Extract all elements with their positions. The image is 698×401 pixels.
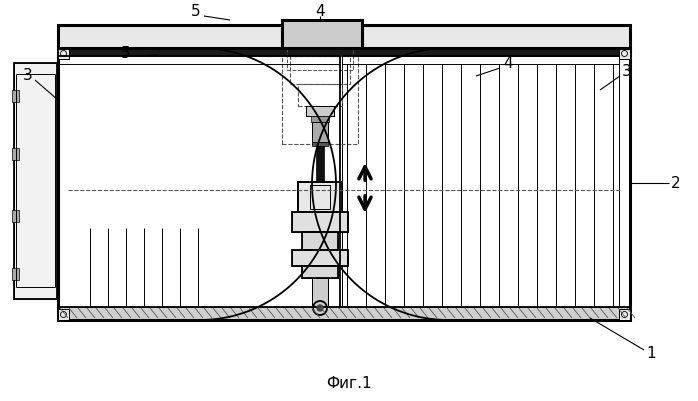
Circle shape	[317, 305, 323, 311]
Text: 2: 2	[671, 176, 681, 190]
Bar	[58, 25, 282, 48]
Bar	[58, 309, 69, 320]
Bar	[12, 210, 19, 222]
Bar	[312, 142, 328, 146]
Bar	[292, 212, 348, 232]
Bar	[306, 106, 334, 116]
Bar	[312, 278, 328, 306]
Bar	[300, 22, 340, 36]
Bar	[58, 307, 630, 320]
Bar	[58, 307, 630, 320]
Bar	[58, 25, 282, 48]
Bar	[362, 25, 630, 48]
Bar	[58, 48, 630, 320]
Bar	[619, 309, 630, 320]
Bar	[298, 182, 342, 212]
Text: 4: 4	[315, 4, 325, 20]
Bar	[619, 48, 630, 59]
Bar	[312, 122, 328, 142]
Bar	[287, 30, 353, 70]
Bar	[290, 56, 350, 84]
Bar	[58, 48, 69, 59]
Text: Фиг.1: Фиг.1	[326, 375, 372, 391]
Bar	[362, 25, 630, 48]
Bar	[58, 48, 630, 56]
Bar	[312, 122, 328, 142]
Bar	[302, 266, 338, 278]
Text: 3: 3	[622, 65, 632, 79]
Bar	[298, 84, 342, 106]
Bar	[292, 212, 348, 232]
Bar	[306, 106, 334, 116]
Text: 5: 5	[121, 47, 131, 61]
Bar	[12, 268, 19, 280]
Bar	[298, 182, 342, 212]
Bar	[302, 232, 338, 250]
Bar	[58, 48, 69, 59]
Bar	[58, 309, 69, 320]
Bar	[282, 20, 362, 48]
Bar	[619, 309, 630, 320]
Bar	[300, 22, 340, 36]
Text: 3: 3	[23, 69, 33, 83]
Bar	[316, 122, 324, 238]
Text: 5: 5	[191, 4, 201, 20]
Bar	[12, 90, 19, 102]
Bar	[14, 63, 57, 299]
Bar	[292, 250, 348, 266]
Bar	[619, 48, 630, 59]
Bar	[342, 56, 619, 307]
Text: 1: 1	[646, 346, 656, 361]
Bar	[292, 250, 348, 266]
Bar	[302, 232, 338, 250]
Bar	[14, 63, 57, 299]
Bar	[302, 266, 338, 278]
Bar	[311, 116, 329, 122]
Bar	[310, 185, 330, 209]
Bar	[282, 20, 362, 48]
Bar	[282, 56, 358, 144]
Bar	[312, 278, 328, 306]
Text: 4: 4	[503, 57, 513, 71]
Bar	[298, 182, 342, 212]
Bar	[12, 148, 19, 160]
